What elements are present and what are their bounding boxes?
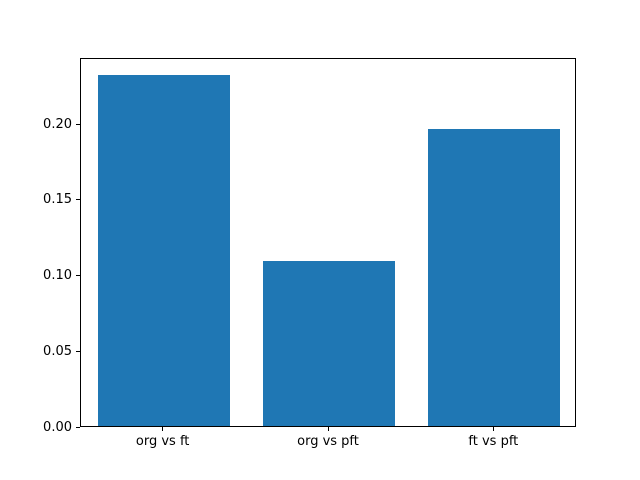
x-tick-mark <box>492 427 494 431</box>
x-tick-label: ft vs pft <box>468 434 519 449</box>
x-tick-label: org vs pft <box>297 434 359 449</box>
x-tick-mark <box>327 427 329 431</box>
y-tick-label: 0.05 <box>43 343 72 359</box>
y-tick-mark <box>76 426 80 428</box>
bar <box>428 129 561 426</box>
y-tick-label: 0.10 <box>43 268 72 284</box>
bar <box>97 74 230 426</box>
y-tick-label: 0.00 <box>43 419 72 435</box>
y-tick-mark <box>76 350 80 352</box>
y-tick-mark <box>76 199 80 201</box>
y-tick-label: 0.15 <box>43 192 72 208</box>
bar <box>262 260 396 426</box>
plot-area <box>80 58 576 427</box>
y-tick-mark <box>76 123 80 125</box>
x-tick-label: org vs ft <box>135 434 190 449</box>
x-tick-mark <box>162 427 164 431</box>
y-tick-label: 0.20 <box>43 116 72 132</box>
y-tick-mark <box>76 275 80 277</box>
